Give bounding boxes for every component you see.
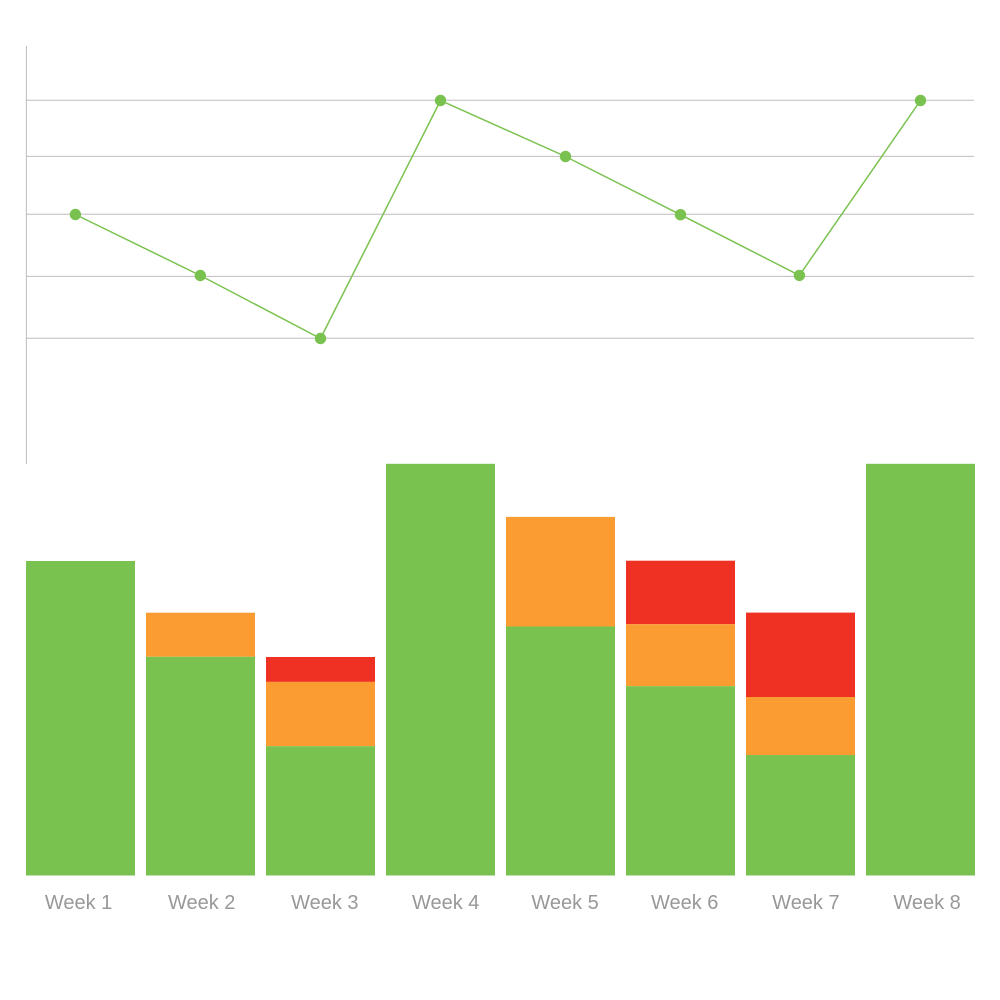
svg-text:Week 3: Week 3 [291,892,358,914]
svg-text:Week 6: Week 6 [651,892,718,914]
svg-text:Week 5: Week 5 [531,892,598,914]
svg-text:Week 2: Week 2 [168,892,235,914]
svg-text:Week 1: Week 1 [45,892,112,914]
svg-text:Week 4: Week 4 [412,892,479,914]
svg-text:Week 7: Week 7 [772,892,839,914]
svg-text:Week 8: Week 8 [893,892,960,914]
